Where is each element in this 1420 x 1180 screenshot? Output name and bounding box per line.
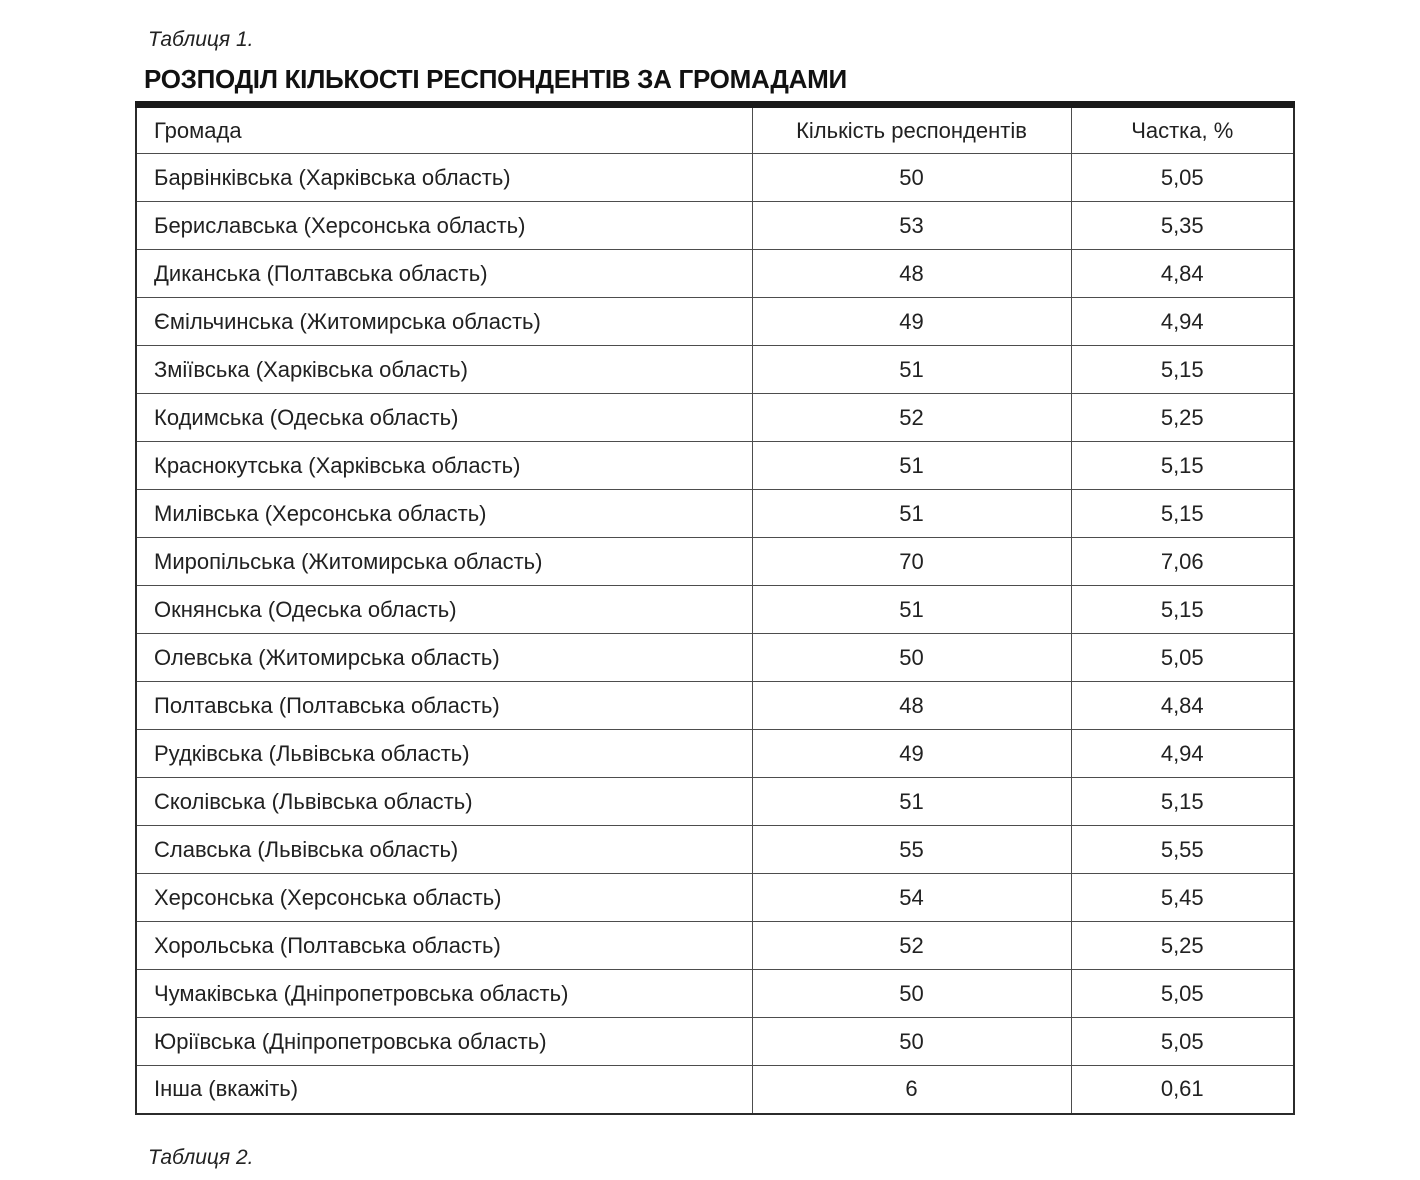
- table-row: Славська (Львівська область) 55 5,55: [135, 825, 1295, 874]
- respondents-count-cell: 51: [751, 441, 1072, 490]
- community-cell: Милівська (Херсонська область): [135, 489, 753, 538]
- share-percent-cell: 7,06: [1070, 537, 1295, 586]
- share-percent-cell: 5,15: [1070, 489, 1295, 538]
- respondents-count-cell: 50: [751, 633, 1072, 682]
- community-cell: Краснокутська (Харківська область): [135, 441, 753, 490]
- respondents-count-cell: 54: [751, 873, 1072, 922]
- respondents-count-cell: 6: [751, 1065, 1072, 1114]
- share-percent-cell: 4,94: [1070, 729, 1295, 778]
- community-cell: Полтавська (Полтавська область): [135, 681, 753, 730]
- column-header-respondents-count: Кількість респондентів: [751, 104, 1072, 154]
- share-percent-cell: 0,61: [1070, 1065, 1295, 1114]
- respondents-count-cell: 51: [751, 777, 1072, 826]
- respondents-count-cell: 48: [751, 249, 1072, 298]
- community-cell: Юріївська (Дніпропетровська область): [135, 1017, 753, 1066]
- table1-caption: Таблиця 1.: [148, 28, 254, 51]
- share-percent-cell: 5,55: [1070, 825, 1295, 874]
- community-cell: Кодимська (Одеська область): [135, 393, 753, 442]
- table2-caption: Таблиця 2.: [148, 1146, 254, 1169]
- column-header-share-percent: Частка, %: [1070, 104, 1295, 154]
- table-header: Громада Кількість респондентів Частка, %: [135, 104, 1295, 154]
- respondents-count-cell: 50: [751, 153, 1072, 202]
- table-row: Юріївська (Дніпропетровська область) 50 …: [135, 1017, 1295, 1066]
- table-row: Хорольська (Полтавська область) 52 5,25: [135, 921, 1295, 970]
- respondents-count-cell: 51: [751, 585, 1072, 634]
- share-percent-cell: 5,05: [1070, 969, 1295, 1018]
- community-cell: Сколівська (Львівська область): [135, 777, 753, 826]
- community-cell: Олевська (Житомирська область): [135, 633, 753, 682]
- community-cell: Хорольська (Полтавська область): [135, 921, 753, 970]
- share-percent-cell: 4,94: [1070, 297, 1295, 346]
- table-row: Окнянська (Одеська область) 51 5,15: [135, 585, 1295, 634]
- community-cell: Ємільчинська (Житомирська область): [135, 297, 753, 346]
- table1-title: РОЗПОДІЛ КІЛЬКОСТІ РЕСПОНДЕНТІВ ЗА ГРОМА…: [144, 64, 847, 94]
- community-cell: Херсонська (Херсонська область): [135, 873, 753, 922]
- respondents-by-community-table: Громада Кількість респондентів Частка, %…: [135, 101, 1295, 1115]
- respondents-count-cell: 52: [751, 921, 1072, 970]
- share-percent-cell: 5,05: [1070, 153, 1295, 202]
- community-cell: Бериславська (Херсонська область): [135, 201, 753, 250]
- respondents-count-cell: 70: [751, 537, 1072, 586]
- respondents-count-cell: 55: [751, 825, 1072, 874]
- community-cell: Чумаківська (Дніпропетровська область): [135, 969, 753, 1018]
- community-cell: Славська (Львівська область): [135, 825, 753, 874]
- community-cell: Миропільська (Житомирська область): [135, 537, 753, 586]
- respondents-count-cell: 53: [751, 201, 1072, 250]
- respondents-count-cell: 49: [751, 297, 1072, 346]
- table-row: Чумаківська (Дніпропетровська область) 5…: [135, 969, 1295, 1018]
- community-cell: Диканська (Полтавська область): [135, 249, 753, 298]
- community-cell: Рудківська (Львівська область): [135, 729, 753, 778]
- respondents-count-cell: 49: [751, 729, 1072, 778]
- table-row: Милівська (Херсонська область) 51 5,15: [135, 489, 1295, 538]
- table-header-row: Громада Кількість респондентів Частка, %: [135, 104, 1295, 154]
- community-cell: Зміївська (Харківська область): [135, 345, 753, 394]
- table-row: Ємільчинська (Житомирська область) 49 4,…: [135, 297, 1295, 346]
- table-row: Кодимська (Одеська область) 52 5,25: [135, 393, 1295, 442]
- community-cell: Барвінківська (Харківська область): [135, 153, 753, 202]
- community-cell: Окнянська (Одеська область): [135, 585, 753, 634]
- share-percent-cell: 5,15: [1070, 777, 1295, 826]
- table-row: Миропільська (Житомирська область) 70 7,…: [135, 537, 1295, 586]
- table-row: Рудківська (Львівська область) 49 4,94: [135, 729, 1295, 778]
- share-percent-cell: 4,84: [1070, 681, 1295, 730]
- table-row: Сколівська (Львівська область) 51 5,15: [135, 777, 1295, 826]
- table-row: Олевська (Житомирська область) 50 5,05: [135, 633, 1295, 682]
- share-percent-cell: 4,84: [1070, 249, 1295, 298]
- table-row: Диканська (Полтавська область) 48 4,84: [135, 249, 1295, 298]
- share-percent-cell: 5,15: [1070, 441, 1295, 490]
- share-percent-cell: 5,05: [1070, 633, 1295, 682]
- table-row: Зміївська (Харківська область) 51 5,15: [135, 345, 1295, 394]
- table-body: Барвінківська (Харківська область) 50 5,…: [135, 153, 1295, 1114]
- table-row: Херсонська (Херсонська область) 54 5,45: [135, 873, 1295, 922]
- share-percent-cell: 5,25: [1070, 393, 1295, 442]
- share-percent-cell: 5,15: [1070, 345, 1295, 394]
- share-percent-cell: 5,35: [1070, 201, 1295, 250]
- table-row: Краснокутська (Харківська область) 51 5,…: [135, 441, 1295, 490]
- share-percent-cell: 5,25: [1070, 921, 1295, 970]
- table-row: Барвінківська (Харківська область) 50 5,…: [135, 153, 1295, 202]
- table-row: Полтавська (Полтавська область) 48 4,84: [135, 681, 1295, 730]
- table-row: Бериславська (Херсонська область) 53 5,3…: [135, 201, 1295, 250]
- respondents-count-cell: 50: [751, 969, 1072, 1018]
- respondents-count-cell: 50: [751, 1017, 1072, 1066]
- respondents-count-cell: 48: [751, 681, 1072, 730]
- respondents-count-cell: 51: [751, 489, 1072, 538]
- column-header-community: Громада: [135, 104, 753, 154]
- community-cell: Інша (вкажіть): [135, 1065, 753, 1114]
- table-row: Інша (вкажіть) 6 0,61: [135, 1065, 1295, 1114]
- respondents-count-cell: 51: [751, 345, 1072, 394]
- share-percent-cell: 5,05: [1070, 1017, 1295, 1066]
- share-percent-cell: 5,45: [1070, 873, 1295, 922]
- respondents-count-cell: 52: [751, 393, 1072, 442]
- share-percent-cell: 5,15: [1070, 585, 1295, 634]
